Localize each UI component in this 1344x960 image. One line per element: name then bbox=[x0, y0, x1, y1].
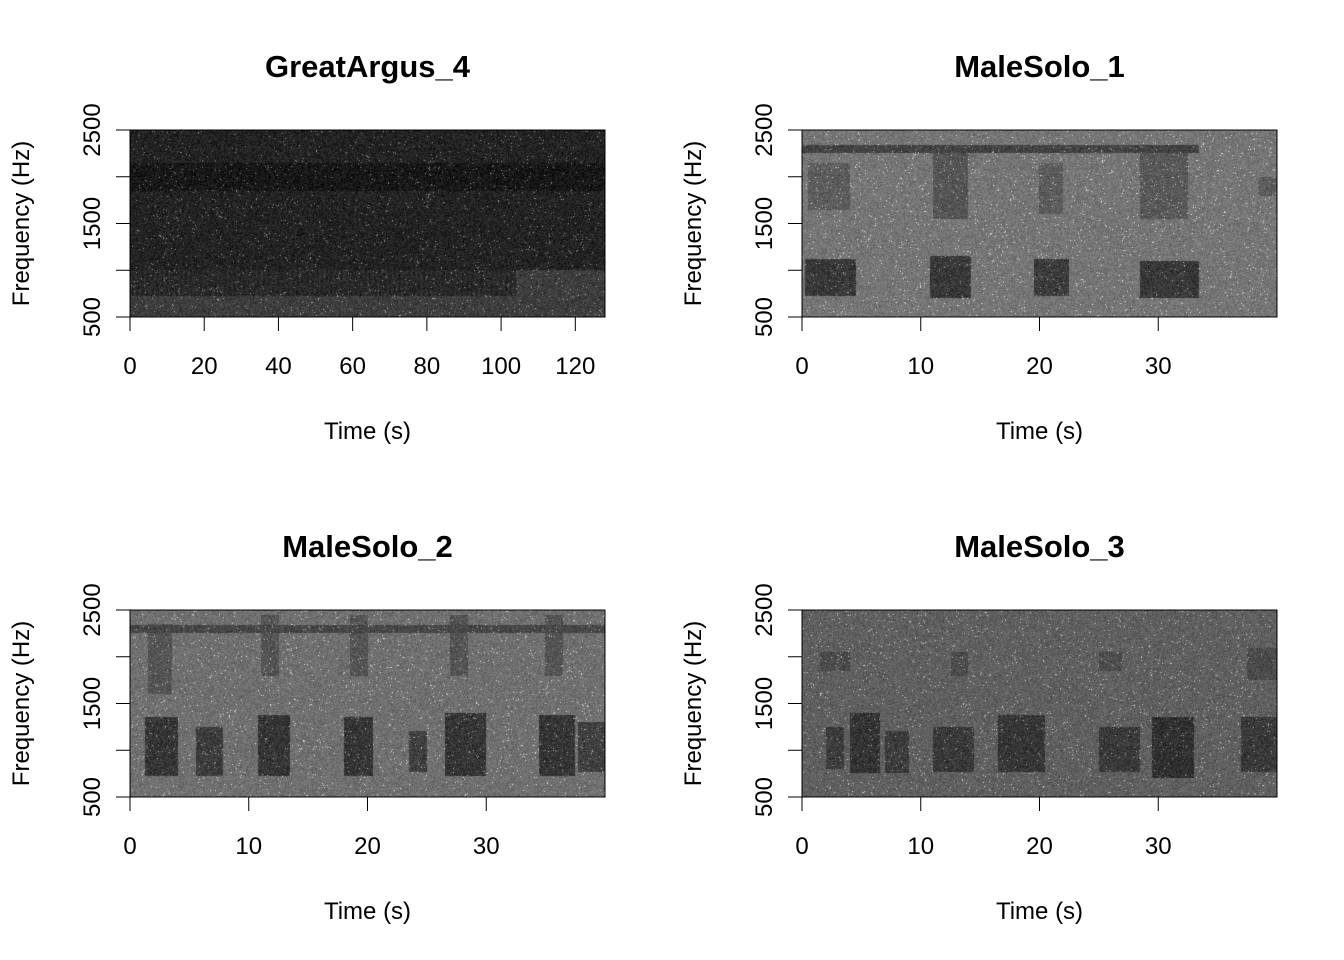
y-tick-label: 2500 bbox=[79, 103, 106, 156]
y-tick-label: 2500 bbox=[751, 583, 778, 636]
x-tick-label: 120 bbox=[555, 353, 595, 380]
spectrogram-panel: MaleSolo_3 0 10 20 30 500 1500 2500 Time (s) Freq… bbox=[680, 529, 1278, 925]
x-tick-label: 10 bbox=[235, 833, 262, 860]
x-tick-label: 0 bbox=[123, 353, 136, 380]
x-tick-label: 80 bbox=[414, 353, 441, 380]
y-axis-label: Frequency (Hz) bbox=[8, 621, 35, 786]
x-tick-label: 100 bbox=[481, 353, 521, 380]
spectrogram-panel: MaleSolo_2 0 10 20 30 500 1500 2500 Time (s) Freq… bbox=[8, 529, 606, 925]
spectrogram-panel: GreatArgus_4 0 20 40 60 80 100 120 500 1500 2500 Ti… bbox=[8, 49, 606, 445]
spectrogram-image bbox=[802, 130, 1277, 317]
y-axis-label: Frequency (Hz) bbox=[8, 141, 35, 306]
x-tick-label: 20 bbox=[191, 353, 218, 380]
x-tick-label: 40 bbox=[265, 353, 292, 380]
x-tick-label: 20 bbox=[1026, 353, 1053, 380]
x-tick-label: 20 bbox=[1026, 833, 1053, 860]
spectrogram-panel: MaleSolo_1 0 10 20 30 500 1500 2500 Time (s) Freq… bbox=[680, 49, 1278, 445]
x-tick-label: 30 bbox=[473, 833, 500, 860]
x-tick-label: 10 bbox=[907, 353, 934, 380]
x-tick-label: 30 bbox=[1145, 353, 1172, 380]
x-axis-label: Time (s) bbox=[324, 898, 411, 925]
y-tick-label: 2500 bbox=[79, 583, 106, 636]
x-tick-label: 0 bbox=[795, 353, 808, 380]
spectrogram-image bbox=[130, 130, 605, 317]
y-tick-label: 2500 bbox=[751, 103, 778, 156]
y-axis-label: Frequency (Hz) bbox=[680, 141, 707, 306]
y-tick-label: 1500 bbox=[79, 197, 106, 250]
x-tick-label: 10 bbox=[907, 833, 934, 860]
y-tick-label: 500 bbox=[79, 297, 106, 337]
y-tick-label: 500 bbox=[751, 777, 778, 817]
y-tick-label: 500 bbox=[79, 777, 106, 817]
y-tick-label: 1500 bbox=[751, 677, 778, 730]
y-tick-label: 1500 bbox=[751, 197, 778, 250]
x-tick-label: 0 bbox=[123, 833, 136, 860]
y-tick-label: 500 bbox=[751, 297, 778, 337]
x-axis-label: Time (s) bbox=[324, 418, 411, 445]
spectrogram-image bbox=[130, 610, 605, 797]
y-tick-label: 1500 bbox=[79, 677, 106, 730]
x-tick-label: 20 bbox=[354, 833, 381, 860]
chart-title: MaleSolo_2 bbox=[282, 529, 453, 564]
chart-title: MaleSolo_1 bbox=[954, 49, 1125, 84]
y-axis-label: Frequency (Hz) bbox=[680, 621, 707, 786]
x-tick-label: 0 bbox=[795, 833, 808, 860]
x-axis-label: Time (s) bbox=[996, 898, 1083, 925]
x-axis-label: Time (s) bbox=[996, 418, 1083, 445]
x-tick-label: 60 bbox=[339, 353, 366, 380]
chart-title: MaleSolo_3 bbox=[954, 529, 1125, 564]
chart-title: GreatArgus_4 bbox=[265, 49, 471, 84]
x-tick-label: 30 bbox=[1145, 833, 1172, 860]
spectrogram-image bbox=[802, 610, 1277, 797]
